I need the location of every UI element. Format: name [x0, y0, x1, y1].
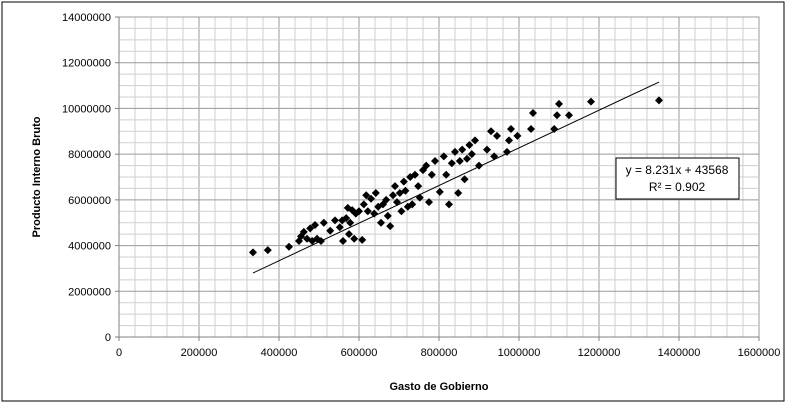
data-point: [346, 218, 355, 227]
x-tick-label: 200000: [181, 347, 218, 359]
data-point: [505, 136, 513, 145]
data-point: [311, 221, 319, 229]
data-point: [471, 136, 479, 145]
y-tick-label: 8000000: [68, 149, 111, 161]
data-point: [249, 248, 257, 257]
data-point: [382, 195, 391, 204]
data-point: [431, 157, 439, 165]
data-point: [383, 211, 392, 220]
data-point: [350, 234, 359, 243]
data-point: [507, 125, 515, 133]
data-point: [342, 214, 351, 223]
data-point: [550, 125, 559, 133]
data-point: [483, 145, 491, 154]
axes: 0 200000 400000 600000 800000 1000000 1200000 1…: [62, 12, 780, 359]
data-point: [362, 191, 371, 200]
data-point: [425, 198, 433, 207]
data-point: [445, 200, 453, 209]
data-point: [319, 218, 328, 227]
data-point: [493, 131, 501, 140]
data-point: [587, 97, 595, 106]
data-point: [399, 177, 408, 186]
data-point: [306, 224, 315, 233]
data-point: [411, 170, 419, 179]
x-tick-label: 1400000: [658, 347, 701, 359]
data-point: [335, 223, 344, 232]
data-point: [386, 222, 395, 231]
x-tick-label: 0: [116, 347, 122, 359]
data-point: [503, 147, 511, 156]
x-tick-label: 1200000: [578, 347, 621, 359]
data-point: [393, 198, 401, 207]
equation-box: [615, 157, 740, 200]
data-point: [389, 191, 397, 200]
data-point: [455, 157, 464, 165]
data-point: [358, 235, 367, 244]
data-point: [527, 125, 535, 133]
data-point: [422, 161, 431, 170]
data-point: [370, 209, 379, 218]
data-point: [487, 127, 495, 136]
y-tick-label: 2000000: [68, 286, 111, 298]
scatter-points: [249, 96, 663, 257]
y-tick-label: 6000000: [68, 195, 111, 207]
x-axis-title: Gasto de Gobierno: [389, 381, 488, 393]
data-point: [363, 207, 372, 216]
data-point: [565, 111, 573, 120]
data-point: [377, 218, 385, 227]
data-point: [285, 242, 293, 251]
y-tick-label: 0: [105, 332, 111, 344]
data-point: [299, 227, 308, 236]
equation-text: y = 8.231x + 43568: [626, 163, 729, 177]
x-tick-label: 600000: [341, 347, 378, 359]
y-tick-label: 14000000: [62, 12, 111, 24]
data-point: [655, 96, 663, 105]
data-point: [415, 193, 424, 202]
data-point: [451, 147, 459, 156]
data-point: [391, 182, 399, 191]
data-point: [447, 159, 456, 168]
data-point: [465, 141, 474, 149]
y-tick-label: 10000000: [62, 103, 111, 115]
data-point: [401, 186, 410, 195]
data-point: [331, 216, 339, 225]
data-point: [439, 152, 448, 161]
x-tick-label: 1600000: [738, 347, 781, 359]
x-tick-label: 800000: [421, 347, 458, 359]
data-point: [355, 207, 363, 216]
x-tick-label: 1000000: [498, 347, 541, 359]
data-point: [529, 109, 537, 117]
data-point: [359, 200, 368, 209]
data-point: [460, 175, 469, 184]
data-point: [397, 207, 406, 216]
data-point: [555, 99, 563, 108]
data-point: [326, 226, 335, 235]
data-point: [408, 200, 417, 209]
data-point: [553, 111, 561, 120]
y-axis-title: Producto Interno Bruto: [31, 116, 43, 237]
data-point: [454, 189, 463, 197]
data-point: [513, 131, 522, 140]
data-point: [371, 189, 380, 197]
data-point: [442, 170, 451, 179]
x-tick-label: 400000: [261, 347, 298, 359]
y-tick-label: 12000000: [62, 58, 111, 70]
data-point: [475, 161, 483, 170]
data-point: [427, 170, 436, 179]
data-point: [458, 145, 467, 154]
data-point: [263, 246, 272, 255]
data-point: [435, 187, 444, 196]
data-point: [490, 152, 499, 161]
data-point: [467, 150, 476, 159]
r-squared-text: R² = 0.902: [649, 180, 706, 194]
data-point: [414, 182, 423, 191]
data-point: [317, 237, 325, 245]
data-point: [345, 230, 353, 239]
y-tick-label: 4000000: [68, 241, 111, 253]
data-point: [463, 154, 471, 163]
data-point: [367, 194, 375, 203]
data-point: [339, 237, 347, 245]
